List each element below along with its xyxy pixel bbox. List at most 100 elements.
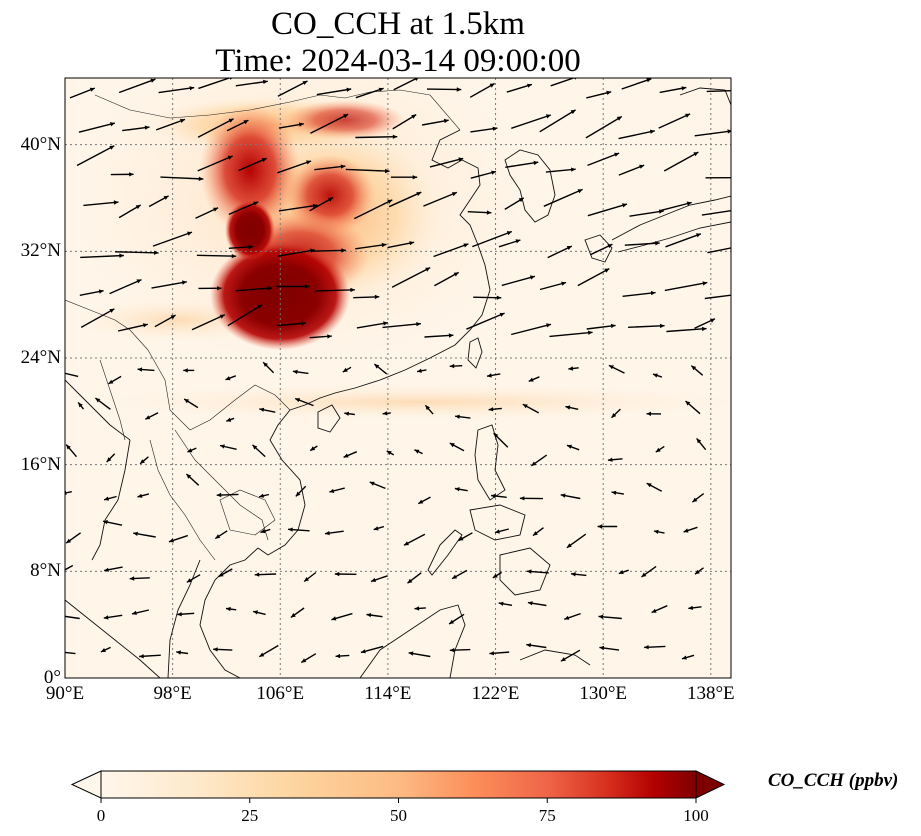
- wind-arrow-shaft: [382, 323, 421, 329]
- wind-arrow-head: [710, 318, 715, 323]
- wind-arrow-head: [496, 295, 502, 300]
- wind-arrow-head: [577, 189, 583, 194]
- myanmar-coast: [91, 439, 131, 561]
- wind-arrow-shaft: [65, 372, 79, 378]
- wind-arrow-shaft: [659, 201, 692, 212]
- wind-arrow-shaft: [115, 251, 159, 254]
- wind-arrow-shaft: [355, 243, 387, 250]
- wind-arrow-shaft: [109, 278, 142, 295]
- wind-arrow-head: [374, 294, 380, 300]
- wind-arrow-head: [132, 610, 137, 615]
- wind-arrow-head: [407, 578, 413, 584]
- wind-arrow-shaft: [659, 86, 687, 94]
- wind-arrow-head: [606, 90, 612, 95]
- wind-arrow-head: [340, 164, 346, 169]
- wind-arrow-shaft: [117, 323, 148, 332]
- wind-arrow-head: [301, 658, 307, 663]
- wind-arrow-head: [98, 289, 104, 294]
- wind-arrow-head: [243, 120, 249, 125]
- wind-arrow-head: [449, 648, 455, 653]
- wind-arrow-head: [378, 87, 384, 92]
- wind-arrow-head: [425, 267, 431, 272]
- wind-arrow-shaft: [433, 243, 469, 258]
- wind-arrow-head: [727, 129, 731, 134]
- wind-arrow-shaft: [704, 294, 731, 300]
- wind-arrow-head: [599, 645, 605, 651]
- wind-arrow-head: [288, 527, 293, 532]
- wind-arrow-head: [259, 652, 265, 657]
- wind-arrow-head: [215, 534, 221, 539]
- japan-honshu-south: [617, 221, 731, 253]
- wind-arrow-head: [145, 415, 151, 420]
- wind-arrow-head: [103, 520, 108, 525]
- wind-arrow-head: [216, 492, 222, 498]
- wind-arrow-head: [186, 578, 192, 583]
- wind-arrow-head: [139, 654, 144, 659]
- wind-arrow-shaft: [315, 289, 355, 292]
- wind-arrow-shaft: [618, 130, 655, 140]
- wind-arrow-head: [383, 321, 388, 326]
- wind-arrow-head: [150, 78, 156, 83]
- wind-arrow-shaft: [587, 152, 620, 167]
- wind-arrow-head: [571, 572, 576, 577]
- wind-arrow-head: [182, 280, 187, 285]
- wind-arrow-head: [144, 125, 150, 130]
- wind-arrow-head: [604, 268, 610, 273]
- wind-arrow-head: [259, 407, 265, 412]
- wind-arrow-shaft: [466, 312, 505, 330]
- wind-arrow-head: [176, 650, 181, 655]
- wind-arrow-head: [169, 538, 174, 543]
- country-borders: [65, 89, 461, 561]
- wind-arrow-head: [696, 233, 701, 238]
- colorbar-label: CO_CCH (ppbv): [768, 770, 899, 791]
- wind-arrow-head: [515, 239, 521, 244]
- wind-arrow-shaft: [191, 314, 226, 331]
- taiwan: [467, 337, 483, 369]
- luzon: [474, 424, 506, 501]
- wind-arrow-head: [310, 446, 316, 451]
- colorbar-extend-min: [70, 770, 102, 799]
- wind-arrow-shaft: [511, 323, 552, 336]
- wind-arrow-head: [519, 496, 525, 501]
- wind-arrow-shaft: [392, 114, 417, 130]
- wind-arrow-shaft: [65, 491, 72, 494]
- wind-arrow-head: [616, 116, 622, 121]
- korea-peninsula: [504, 149, 556, 223]
- wind-arrow-head: [129, 576, 135, 581]
- wind-arrow-shaft: [621, 78, 652, 90]
- wind-arrow-head: [566, 543, 572, 548]
- wind-arrow-shaft: [429, 157, 464, 168]
- lon-tick-label: 122°E: [471, 683, 520, 704]
- palawan: [427, 529, 463, 576]
- wind-arrow-head: [95, 398, 101, 403]
- plot-title: CO_CCH at 1.5km: [271, 6, 525, 42]
- wind-arrow-head: [186, 474, 192, 479]
- wind-arrow-shaft: [426, 88, 462, 91]
- wind-arrow-shaft: [387, 241, 415, 249]
- colorbar-tick-label: 25: [241, 806, 259, 825]
- hokkaido: [679, 87, 731, 106]
- wind-arrow-head: [650, 290, 656, 296]
- wind-arrow-head: [487, 373, 492, 378]
- wind-arrow-head: [695, 569, 700, 575]
- wind-arrow-shaft: [706, 89, 731, 93]
- wind-arrow-head: [614, 152, 620, 157]
- wind-arrow-head: [649, 129, 655, 134]
- wind-arrow-head: [416, 322, 421, 327]
- wind-arrow-head: [366, 613, 372, 618]
- wind-arrow-head: [261, 158, 267, 163]
- wind-arrow-head: [301, 321, 307, 326]
- colorbar-tick-label: 0: [96, 806, 106, 825]
- wind-arrow-head: [137, 493, 143, 498]
- wind-arrow-head: [683, 528, 689, 533]
- wind-arrow-head: [660, 323, 665, 329]
- wind-arrow-head: [486, 210, 492, 215]
- wind-arrow-head: [458, 536, 464, 541]
- wind-arrow-head: [295, 398, 301, 403]
- japan-honshu: [611, 195, 731, 241]
- colorbar: [70, 770, 726, 803]
- wind-arrow-shaft: [356, 322, 389, 329]
- wind-arrow-head: [119, 253, 124, 258]
- wind-arrow-shaft: [388, 191, 422, 208]
